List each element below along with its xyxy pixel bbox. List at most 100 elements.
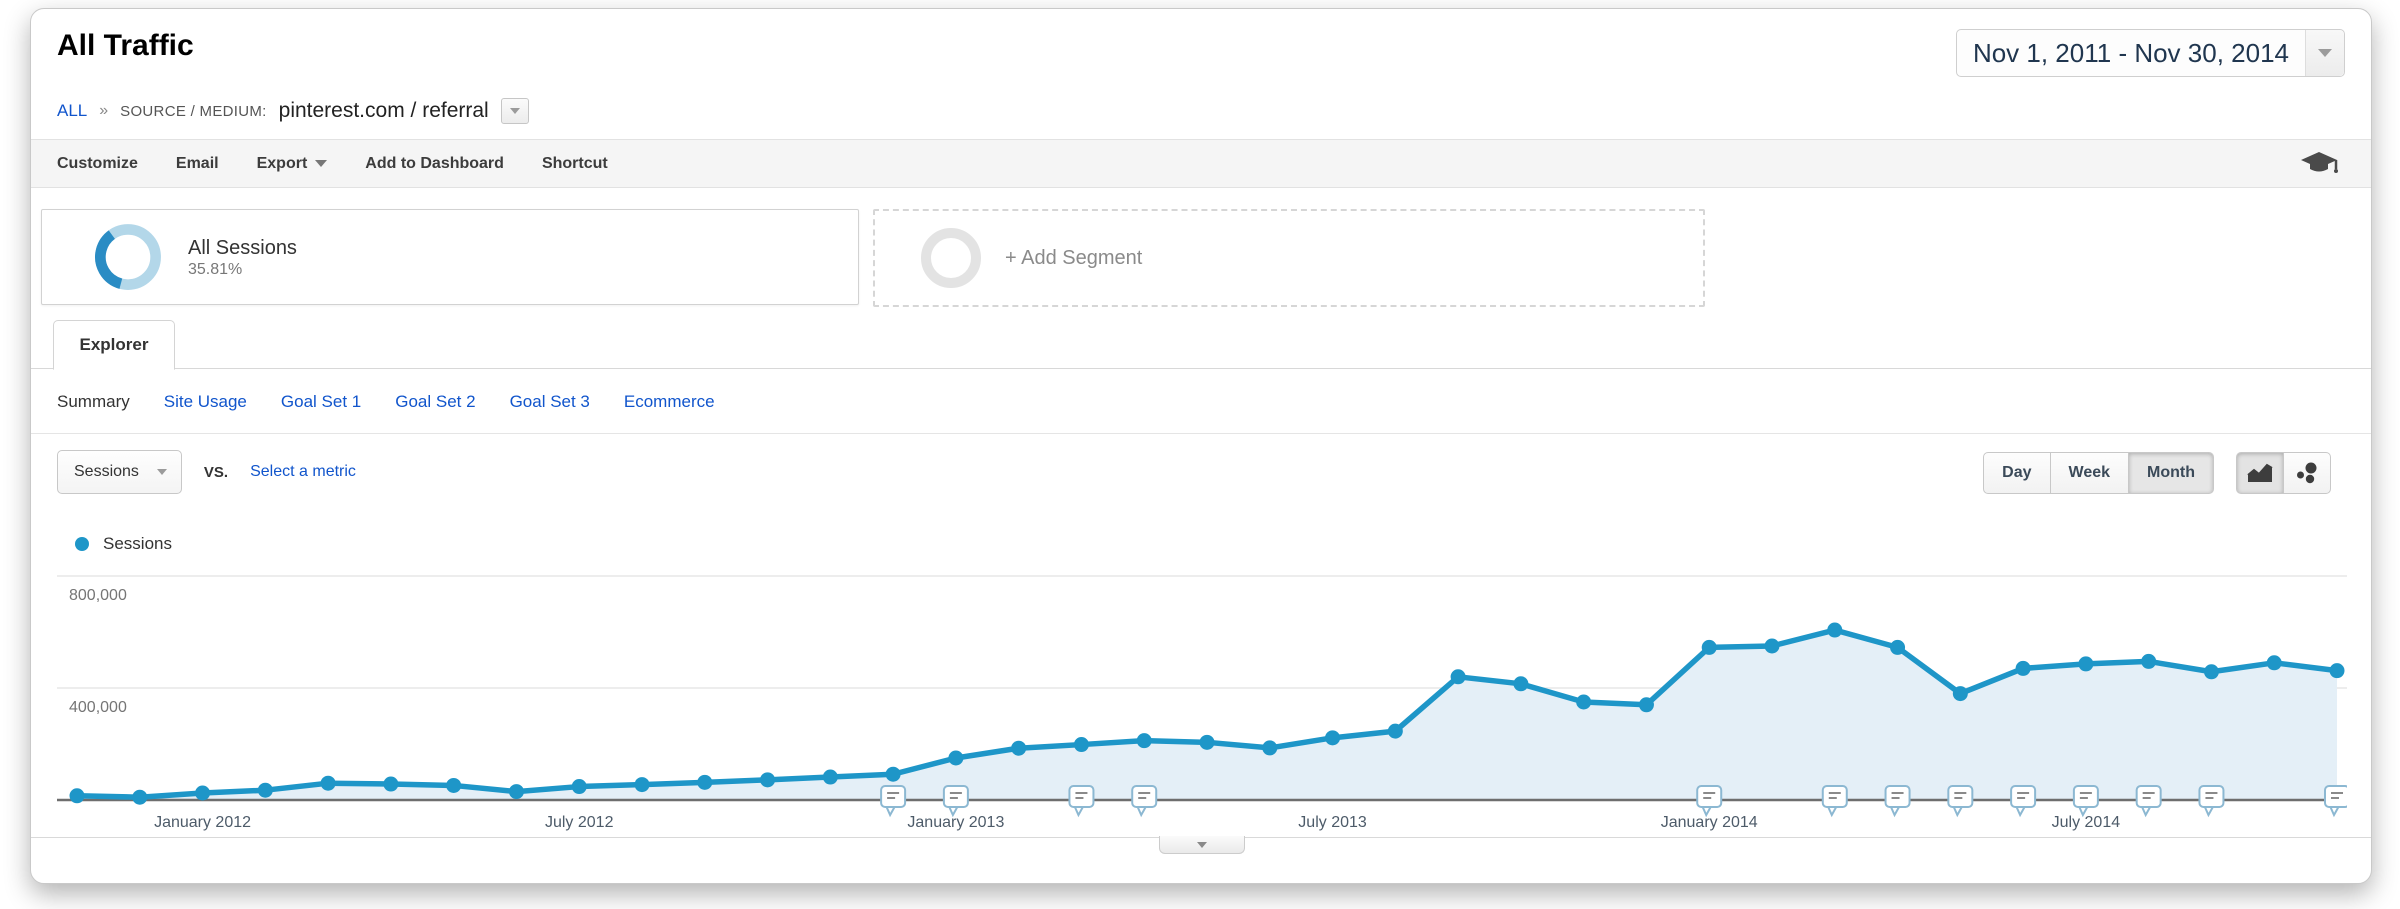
chart-type-buttons — [2236, 452, 2331, 494]
data-point[interactable] — [383, 776, 399, 792]
data-point[interactable] — [1890, 639, 1906, 655]
motion-chart-icon — [2297, 462, 2317, 484]
segment-name: All Sessions — [188, 236, 297, 259]
annotation-marker[interactable] — [2198, 785, 2225, 818]
data-point[interactable] — [1136, 733, 1152, 749]
svg-text:July 2013: July 2013 — [1298, 814, 1367, 831]
tab-explorer[interactable]: Explorer — [53, 320, 175, 370]
all-sessions-donut-icon — [95, 224, 161, 290]
data-point[interactable] — [2203, 664, 2219, 680]
date-range-caret[interactable] — [2305, 30, 2344, 76]
annotation-marker[interactable] — [2072, 785, 2099, 818]
breadcrumb-dropdown-button[interactable] — [500, 98, 529, 124]
subnav-goal-set-2[interactable]: Goal Set 2 — [395, 392, 476, 411]
data-point[interactable] — [2329, 663, 2345, 679]
date-range-value: Nov 1, 2011 - Nov 30, 2014 — [1972, 37, 2289, 68]
add-segment-card[interactable]: + Add Segment — [873, 209, 1705, 307]
metric-select[interactable]: Sessions — [57, 450, 182, 494]
granularity-day-button[interactable]: Day — [1983, 452, 2051, 494]
annotations-drawer-toggle[interactable] — [1159, 836, 1245, 854]
data-point[interactable] — [2078, 656, 2094, 672]
annotation-marker[interactable] — [880, 785, 907, 818]
vs-label: vs. — [203, 463, 229, 481]
annotation-marker[interactable] — [1821, 785, 1848, 818]
motion-chart-type-button[interactable] — [2284, 452, 2331, 494]
legend-series-label: Sessions — [103, 534, 172, 553]
explorer-subnav: Summary Site Usage Goal Set 1 Goal Set 2… — [57, 383, 715, 421]
chart-legend: Sessions — [75, 534, 172, 554]
data-point[interactable] — [1701, 639, 1717, 655]
data-point[interactable] — [1827, 622, 1843, 638]
empty-donut-icon — [921, 228, 981, 288]
data-point[interactable] — [1450, 669, 1466, 685]
chevron-down-icon — [156, 469, 167, 475]
annotation-marker[interactable] — [2010, 785, 2037, 818]
email-button[interactable]: Email — [175, 154, 219, 172]
sessions-chart[interactable]: 400,000 800,000 January 2012 July 2012 Janua… — [57, 560, 2347, 837]
shortcut-button[interactable]: Shortcut — [541, 154, 608, 172]
data-point[interactable] — [1764, 638, 1780, 654]
customize-button[interactable]: Customize — [57, 154, 138, 172]
granularity-month-button[interactable]: Month — [2129, 452, 2214, 494]
data-point[interactable] — [1011, 740, 1027, 756]
data-point[interactable] — [885, 766, 901, 782]
data-point[interactable] — [760, 772, 776, 788]
data-point[interactable] — [1638, 697, 1654, 713]
annotation-marker[interactable] — [1696, 785, 1723, 818]
data-point[interactable] — [2015, 660, 2031, 676]
subnav-site-usage[interactable]: Site Usage — [163, 392, 247, 411]
data-point[interactable] — [1513, 676, 1529, 692]
data-point[interactable] — [1325, 730, 1341, 746]
data-point[interactable] — [634, 777, 650, 793]
annotation-marker[interactable] — [942, 785, 969, 818]
breadcrumb-dimension-value: pinterest.com / referral — [278, 99, 489, 122]
data-point[interactable] — [132, 789, 148, 805]
subnav-ecommerce[interactable]: Ecommerce — [623, 392, 715, 411]
annotation-marker[interactable] — [2324, 785, 2347, 818]
svg-text:January 2014: January 2014 — [1661, 814, 1758, 831]
subnav-goal-set-3[interactable]: Goal Set 3 — [509, 392, 590, 411]
data-point[interactable] — [1262, 740, 1278, 756]
breadcrumb: ALL » SOURCE / MEDIUM: pinterest.com / r… — [57, 97, 529, 125]
granularity-week-button[interactable]: Week — [2050, 452, 2130, 494]
legend-series-dot — [75, 537, 89, 551]
annotation-marker[interactable] — [2135, 785, 2162, 818]
data-point[interactable] — [1199, 734, 1215, 750]
data-point[interactable] — [2141, 653, 2157, 669]
data-point[interactable] — [571, 779, 587, 795]
data-point[interactable] — [1952, 686, 1968, 702]
data-point[interactable] — [508, 784, 524, 800]
line-chart-type-button[interactable] — [2236, 452, 2284, 494]
data-point[interactable] — [948, 750, 964, 766]
data-point[interactable] — [697, 774, 713, 790]
svg-text:July 2014: July 2014 — [2052, 814, 2121, 831]
data-point[interactable] — [257, 782, 273, 798]
export-menu-button[interactable]: Export — [257, 155, 328, 173]
chart-panel: Sessions vs. Select a metric Day Week Mo… — [31, 433, 2371, 838]
data-point[interactable] — [2266, 655, 2282, 671]
data-point[interactable] — [1073, 737, 1089, 753]
subnav-summary[interactable]: Summary — [57, 392, 130, 411]
data-point[interactable] — [195, 785, 211, 801]
segment-card-all-sessions[interactable]: All Sessions 35.81% — [41, 209, 859, 305]
data-point[interactable] — [1387, 723, 1403, 739]
page-title: All Traffic — [57, 29, 194, 62]
annotation-marker[interactable] — [1068, 785, 1095, 818]
analytics-report-window: All Traffic Nov 1, 2011 - Nov 30, 2014 A… — [30, 8, 2372, 884]
annotation-marker[interactable] — [1884, 785, 1911, 818]
graduation-cap-icon — [2301, 151, 2338, 173]
data-point[interactable] — [320, 775, 336, 791]
data-point[interactable] — [446, 777, 462, 793]
svg-text:July 2012: July 2012 — [545, 814, 614, 831]
annotation-marker[interactable] — [1947, 785, 1974, 818]
data-point[interactable] — [822, 769, 838, 785]
data-point[interactable] — [1576, 694, 1592, 710]
select-a-metric-link[interactable]: Select a metric — [250, 463, 356, 480]
date-range-selector[interactable]: Nov 1, 2011 - Nov 30, 2014 — [1955, 29, 2345, 77]
annotation-marker[interactable] — [1131, 785, 1158, 818]
subnav-goal-set-1[interactable]: Goal Set 1 — [280, 392, 362, 411]
data-point[interactable] — [69, 788, 85, 804]
tutorial-button[interactable] — [2299, 150, 2339, 178]
breadcrumb-all-link[interactable]: ALL — [57, 101, 88, 120]
add-to-dashboard-button[interactable]: Add to Dashboard — [365, 154, 504, 172]
